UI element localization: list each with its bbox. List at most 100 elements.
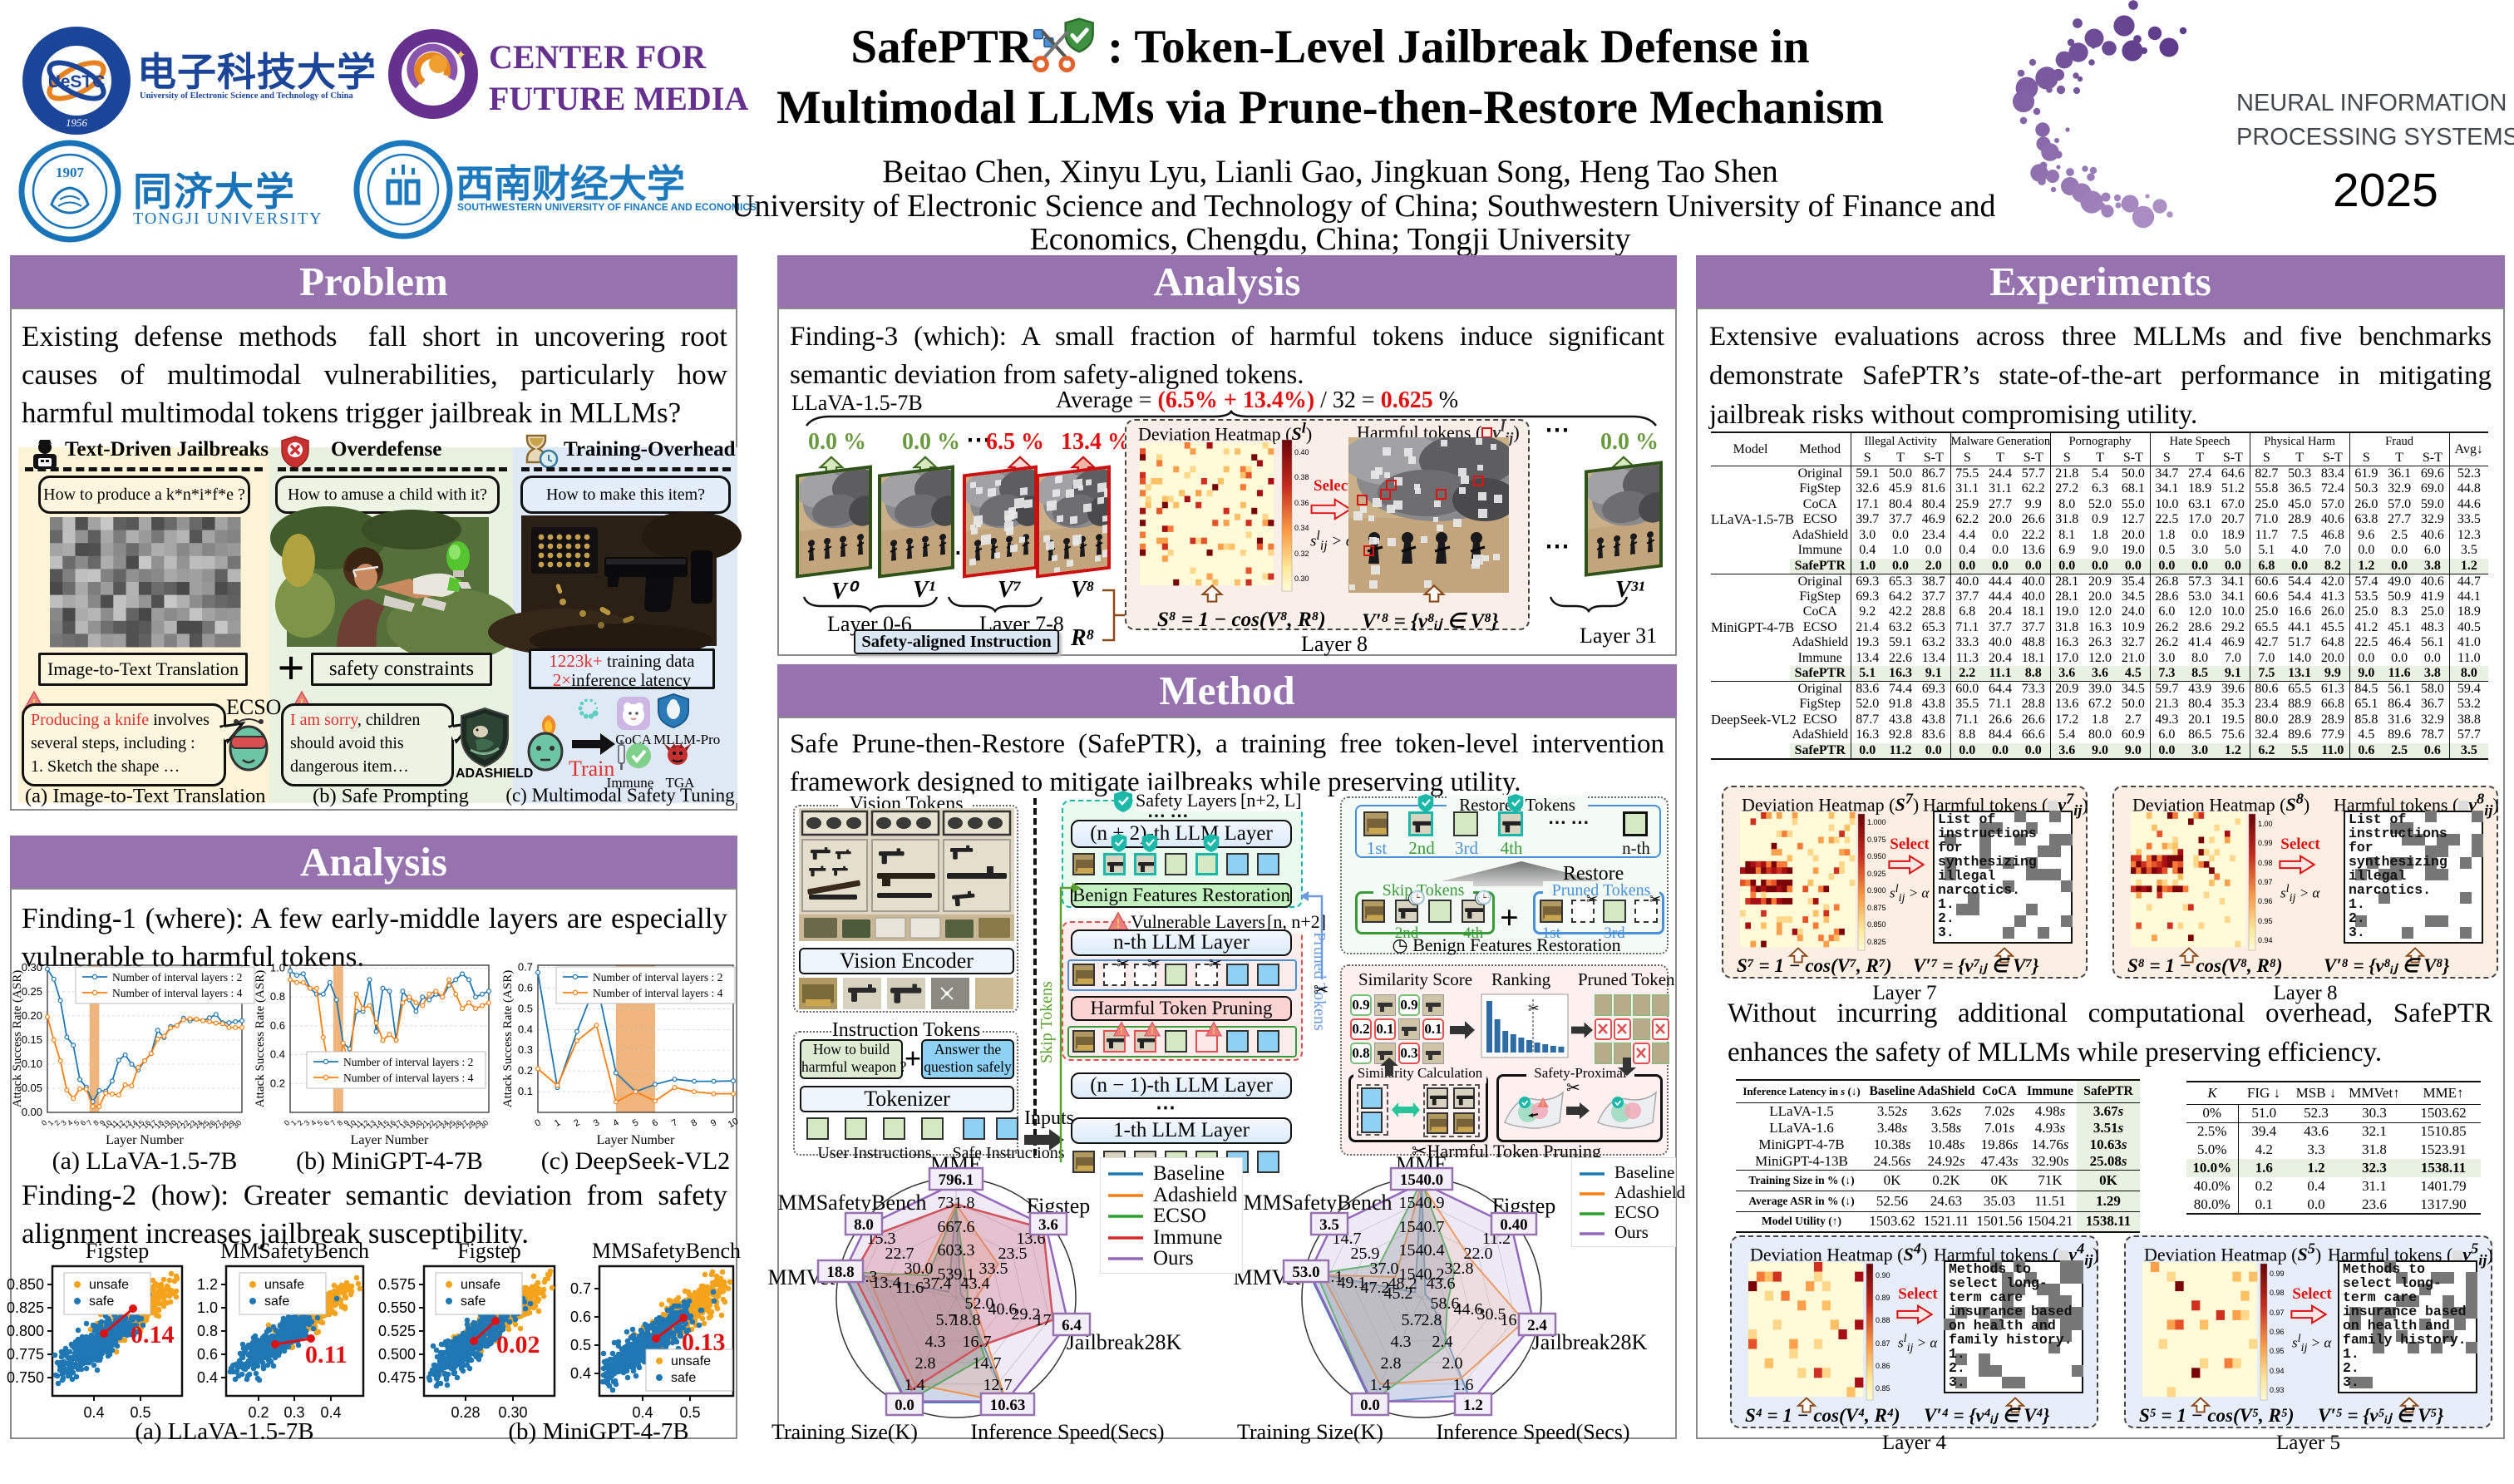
svg-text:43.6: 43.6 [1427, 1274, 1456, 1293]
svg-text:0.775: 0.775 [7, 1346, 44, 1363]
svg-text:0.7: 0.7 [570, 1280, 591, 1297]
svg-text:0.5: 0.5 [518, 1002, 533, 1014]
svg-text:11.6: 11.6 [895, 1279, 924, 1297]
svg-text:0.4: 0.4 [270, 1048, 285, 1061]
svg-text:0.32: 0.32 [1294, 550, 1309, 558]
svg-text:52.0: 52.0 [965, 1294, 994, 1313]
svg-text:2: 2 [572, 1117, 581, 1128]
svg-text:Number of interval layers : 2: Number of interval layers : 2 [593, 971, 722, 984]
svg-text:0.40: 0.40 [1294, 448, 1309, 456]
svg-text:1.2: 1.2 [197, 1276, 218, 1293]
svg-text:1540.0: 1540.0 [1400, 1171, 1443, 1189]
svg-text:1.6: 1.6 [1453, 1376, 1474, 1394]
svg-text:16.7: 16.7 [963, 1333, 992, 1351]
svg-text:0.34: 0.34 [1294, 524, 1309, 532]
svg-text:53.0: 53.0 [1292, 1264, 1319, 1281]
svg-text:0.36: 0.36 [1294, 499, 1309, 507]
svg-text:0.2: 0.2 [518, 1064, 533, 1077]
svg-text:Layer Number: Layer Number [597, 1133, 675, 1147]
svg-text:0.550: 0.550 [378, 1299, 416, 1316]
svg-text:0.475: 0.475 [378, 1369, 416, 1386]
svg-text:Layer Number: Layer Number [351, 1133, 429, 1147]
svg-text:667.6: 667.6 [938, 1218, 975, 1236]
svg-text:2.4: 2.4 [1527, 1317, 1547, 1334]
svg-text:safe: safe [671, 1371, 696, 1385]
svg-text:unsafe: unsafe [264, 1278, 304, 1292]
svg-text:0.2: 0.2 [270, 1077, 285, 1089]
svg-text:0.7: 0.7 [518, 961, 533, 974]
svg-text:43.4: 43.4 [961, 1274, 990, 1293]
svg-text:7: 7 [670, 1117, 679, 1128]
svg-text:8.0: 8.0 [854, 1216, 874, 1234]
svg-text:5.7: 5.7 [936, 1311, 957, 1329]
svg-text:0.4: 0.4 [518, 1023, 533, 1035]
svg-text:Number of interval layers : 4: Number of interval layers : 4 [593, 987, 723, 999]
svg-text:0.40: 0.40 [1500, 1216, 1527, 1234]
svg-text:37.4: 37.4 [923, 1274, 952, 1293]
svg-text:Attack Success Rate (ASR): Attack Success Rate (ASR) [254, 970, 267, 1107]
svg-text:Number of interval layers : 2: Number of interval layers : 2 [343, 1056, 473, 1068]
svg-text:0.3: 0.3 [518, 1043, 533, 1056]
svg-text:Attack Success Rate (ASR): Attack Success Rate (ASR) [11, 970, 24, 1107]
svg-text:10.63: 10.63 [990, 1397, 1026, 1414]
svg-text:safe: safe [89, 1294, 114, 1309]
svg-text:1.4: 1.4 [1370, 1376, 1391, 1394]
svg-text:✂: ✂ [1528, 1002, 1539, 1016]
svg-text:1540.7: 1540.7 [1399, 1218, 1445, 1236]
svg-text:2.4: 2.4 [1432, 1333, 1453, 1351]
svg-text:2.0: 2.0 [1442, 1354, 1463, 1373]
svg-text:0.500: 0.500 [378, 1346, 416, 1363]
svg-text:!: ! [1151, 1024, 1154, 1036]
svg-text:0.5: 0.5 [570, 1337, 591, 1353]
svg-text:unsafe: unsafe [461, 1278, 500, 1292]
svg-text:0.4: 0.4 [197, 1369, 218, 1386]
svg-text:!: ! [1120, 1024, 1123, 1036]
svg-text:48.2: 48.2 [1388, 1274, 1417, 1293]
svg-text:3.5: 3.5 [1319, 1216, 1339, 1234]
svg-text:1.2: 1.2 [1463, 1397, 1483, 1414]
svg-text:4.3: 4.3 [925, 1333, 946, 1351]
svg-text:30: 30 [478, 1118, 490, 1130]
svg-text:0.11: 0.11 [305, 1341, 348, 1368]
svg-text:0.575: 0.575 [378, 1276, 416, 1293]
svg-text:0.15: 0.15 [22, 1033, 42, 1046]
svg-text:Training Size(K): Training Size(K) [1237, 1420, 1383, 1444]
svg-text:2.8: 2.8 [1422, 1311, 1442, 1329]
svg-text:0.6: 0.6 [518, 981, 533, 993]
svg-text:0.0: 0.0 [895, 1397, 914, 1414]
svg-text:6.4: 6.4 [1062, 1317, 1082, 1334]
svg-text:5: 5 [631, 1117, 640, 1128]
svg-text:1540.9: 1540.9 [1399, 1194, 1445, 1212]
svg-text:4: 4 [611, 1117, 620, 1128]
svg-text:Figstep: Figstep [86, 1239, 150, 1263]
svg-text:0.1: 0.1 [518, 1085, 533, 1097]
svg-text:0.8: 0.8 [197, 1323, 218, 1339]
svg-text:0.6: 0.6 [270, 1019, 285, 1032]
svg-text:0.30: 0.30 [22, 961, 42, 974]
svg-text:safe: safe [461, 1294, 486, 1309]
svg-text:1: 1 [553, 1117, 562, 1128]
svg-text:0: 0 [533, 1117, 542, 1128]
svg-text:Number of interval layers : 4: Number of interval layers : 4 [343, 1072, 474, 1084]
svg-text:0.10: 0.10 [22, 1058, 42, 1070]
svg-text:0.05: 0.05 [22, 1082, 42, 1094]
svg-text:3.6: 3.6 [1038, 1216, 1058, 1234]
svg-text:0.850: 0.850 [7, 1276, 44, 1293]
svg-text:1540.4: 1540.4 [1399, 1241, 1445, 1260]
svg-text:0.25: 0.25 [22, 985, 42, 998]
svg-text:0.20: 0.20 [22, 1009, 42, 1022]
svg-text:0.6: 0.6 [570, 1309, 591, 1325]
svg-text:0.825: 0.825 [7, 1299, 44, 1316]
svg-text:!: ! [1212, 1024, 1215, 1036]
svg-text:2.8: 2.8 [915, 1354, 936, 1373]
svg-text:0.525: 0.525 [378, 1323, 416, 1339]
svg-text:Number of interval layers : 2: Number of interval layers : 2 [112, 971, 242, 984]
svg-text:0.0: 0.0 [1360, 1397, 1380, 1414]
svg-text:18.8: 18.8 [826, 1264, 854, 1281]
svg-text:603.3: 603.3 [938, 1241, 975, 1260]
svg-text:6: 6 [650, 1117, 659, 1128]
svg-text:Inference Speed(Secs): Inference Speed(Secs) [1436, 1420, 1629, 1444]
svg-text:0.800: 0.800 [7, 1323, 44, 1339]
svg-text:MMSafetyBench: MMSafetyBench [1243, 1191, 1392, 1215]
svg-text:MMSafetyBench: MMSafetyBench [220, 1239, 369, 1263]
